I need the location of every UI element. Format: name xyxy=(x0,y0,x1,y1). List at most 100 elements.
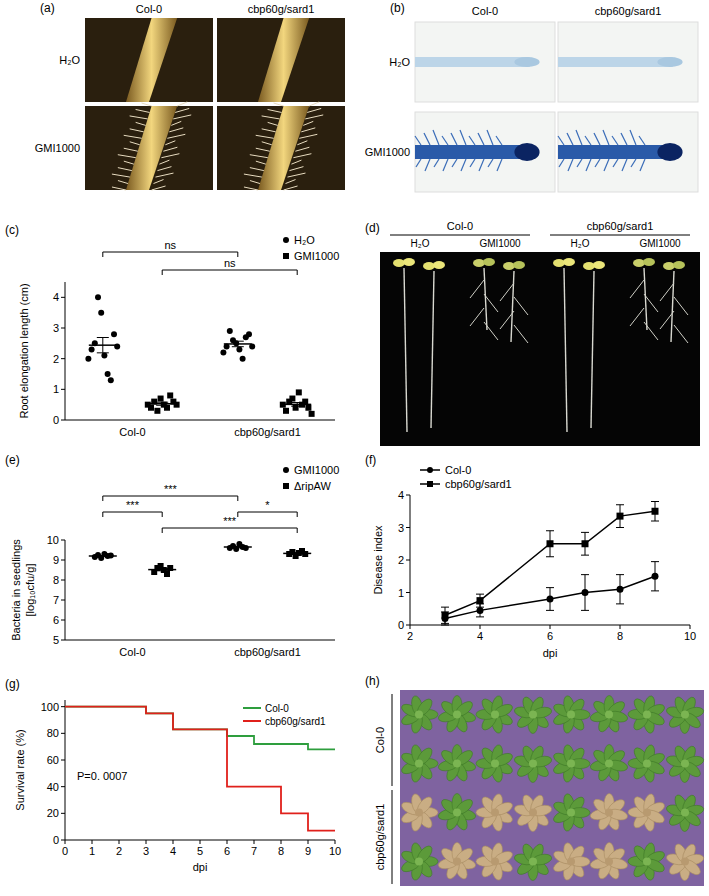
mean-line xyxy=(283,553,311,555)
root xyxy=(126,18,177,102)
panel-title: (a) xyxy=(40,1,55,15)
root xyxy=(258,18,309,102)
legend-label: GMI1000 xyxy=(294,464,339,476)
y-tick xyxy=(61,706,65,707)
photo xyxy=(415,22,555,102)
root-hair xyxy=(303,121,313,125)
root-hair xyxy=(112,174,130,177)
cotyledon xyxy=(673,261,685,269)
significance: *** xyxy=(126,499,140,511)
x-axis-title: dpi xyxy=(193,861,208,873)
x-tick-label: 1 xyxy=(89,845,95,857)
rosette-leaf xyxy=(681,759,703,779)
y-tick-label: 4 xyxy=(53,291,59,303)
error-bar xyxy=(616,505,624,528)
data-point xyxy=(477,607,484,614)
significance: *** xyxy=(223,515,237,527)
lateral-root xyxy=(500,283,514,301)
root-hair xyxy=(136,109,150,112)
y-axis-title: Bacteria in seedlings xyxy=(10,539,22,641)
root-hair xyxy=(295,147,309,151)
root xyxy=(591,271,594,428)
error-bar xyxy=(651,502,659,522)
series-line xyxy=(445,576,655,618)
root-hair xyxy=(130,116,148,119)
x-tick-label: 10 xyxy=(329,845,341,857)
mean-line xyxy=(224,546,252,548)
y-tick xyxy=(61,620,65,621)
x-tick-label: cbp60g/sard1 xyxy=(234,646,301,658)
y-tick xyxy=(61,560,65,561)
bracket xyxy=(162,528,297,533)
data-point xyxy=(105,371,111,377)
root-tip xyxy=(514,143,539,161)
root-hair xyxy=(175,108,189,112)
root-hair xyxy=(118,155,136,158)
root-hair xyxy=(169,128,183,132)
root xyxy=(558,145,673,159)
data-point xyxy=(305,405,311,411)
root-tip xyxy=(657,57,682,67)
legend-marker xyxy=(283,253,289,259)
error-bar xyxy=(581,532,589,555)
x-tick-label: 0 xyxy=(62,845,68,857)
rosette-center xyxy=(415,809,423,817)
row-header: cbp60g/sard1 xyxy=(374,804,386,871)
x-tick xyxy=(200,840,201,844)
y-tick xyxy=(61,813,65,814)
data-point xyxy=(582,589,589,596)
panel-title: (f) xyxy=(365,453,376,467)
root xyxy=(415,145,530,159)
rosette-center xyxy=(605,858,613,866)
data-point xyxy=(111,331,117,337)
root-hair xyxy=(434,159,439,167)
legend-line xyxy=(243,720,261,722)
rosette-center xyxy=(415,858,423,866)
error-bar xyxy=(581,575,589,611)
error-bar xyxy=(546,588,554,611)
data-point xyxy=(296,389,302,395)
y-tick-label: 0 xyxy=(53,834,59,846)
root xyxy=(564,268,567,432)
significance: * xyxy=(265,499,270,511)
rosette-leaf xyxy=(492,702,514,720)
root-hair xyxy=(118,181,128,184)
legend-marker xyxy=(427,467,433,473)
rosette-center xyxy=(491,711,499,719)
x-tick xyxy=(92,840,93,844)
error-bar xyxy=(232,546,244,548)
x-tick-label: 2 xyxy=(407,630,413,642)
x-tick xyxy=(690,625,691,629)
x-tick xyxy=(173,840,174,844)
x-axis xyxy=(65,640,335,641)
data-point xyxy=(89,346,95,352)
rosette-center xyxy=(681,858,689,866)
root-hair xyxy=(163,147,177,151)
data-point xyxy=(283,408,289,414)
rosette-leaf xyxy=(644,710,666,728)
y-tick xyxy=(61,786,65,787)
x-tick xyxy=(227,840,228,844)
root-hair xyxy=(631,159,636,167)
root-hair xyxy=(425,159,430,171)
x-tick-label: 9 xyxy=(305,845,311,857)
x-tick xyxy=(65,840,66,844)
root-hair xyxy=(130,142,140,145)
root-hair xyxy=(576,130,582,145)
y-tick-label: 9 xyxy=(53,554,59,566)
row-bracket xyxy=(392,790,393,884)
panel-title: (c) xyxy=(5,223,19,237)
data-point xyxy=(236,346,242,352)
column-header: Col-0 xyxy=(136,3,162,15)
root-hair xyxy=(301,128,315,132)
root xyxy=(404,268,407,432)
x-tick xyxy=(410,625,411,629)
rosette-center xyxy=(453,809,461,817)
significance: *** xyxy=(164,483,178,495)
rosette-leaf xyxy=(492,800,514,818)
y-axis-title: Root elongation length (cm) xyxy=(18,283,30,418)
rosette-leaf xyxy=(644,857,666,875)
mean-line xyxy=(89,555,117,557)
data-point xyxy=(167,392,173,398)
root-hair xyxy=(639,136,645,145)
